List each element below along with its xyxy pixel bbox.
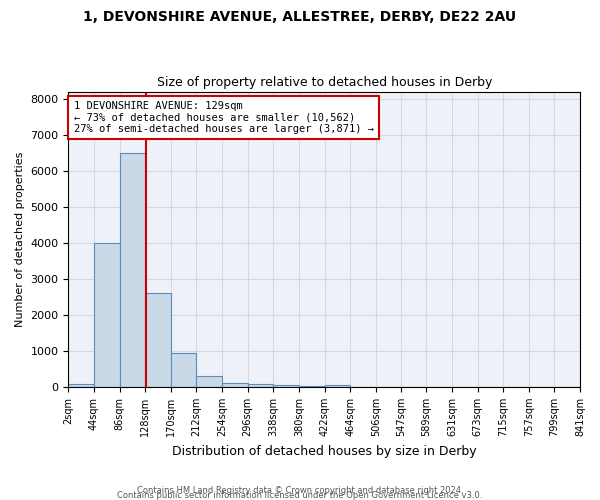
Text: Contains HM Land Registry data © Crown copyright and database right 2024.: Contains HM Land Registry data © Crown c…: [137, 486, 463, 495]
X-axis label: Distribution of detached houses by size in Derby: Distribution of detached houses by size …: [172, 444, 476, 458]
Bar: [273, 385, 299, 387]
Bar: [248, 384, 273, 387]
Bar: [94, 243, 119, 387]
Bar: [68, 384, 94, 387]
Text: 1 DEVONSHIRE AVENUE: 129sqm
← 73% of detached houses are smaller (10,562)
27% of: 1 DEVONSHIRE AVENUE: 129sqm ← 73% of det…: [74, 101, 374, 134]
Bar: [171, 353, 196, 387]
Bar: [325, 385, 350, 387]
Bar: [222, 382, 248, 387]
Bar: [145, 294, 171, 387]
Bar: [119, 153, 145, 387]
Y-axis label: Number of detached properties: Number of detached properties: [15, 152, 25, 327]
Text: 1, DEVONSHIRE AVENUE, ALLESTREE, DERBY, DE22 2AU: 1, DEVONSHIRE AVENUE, ALLESTREE, DERBY, …: [83, 10, 517, 24]
Title: Size of property relative to detached houses in Derby: Size of property relative to detached ho…: [157, 76, 492, 90]
Text: Contains public sector information licensed under the Open Government Licence v3: Contains public sector information licen…: [118, 491, 482, 500]
Bar: [196, 376, 222, 387]
Bar: [299, 386, 325, 387]
